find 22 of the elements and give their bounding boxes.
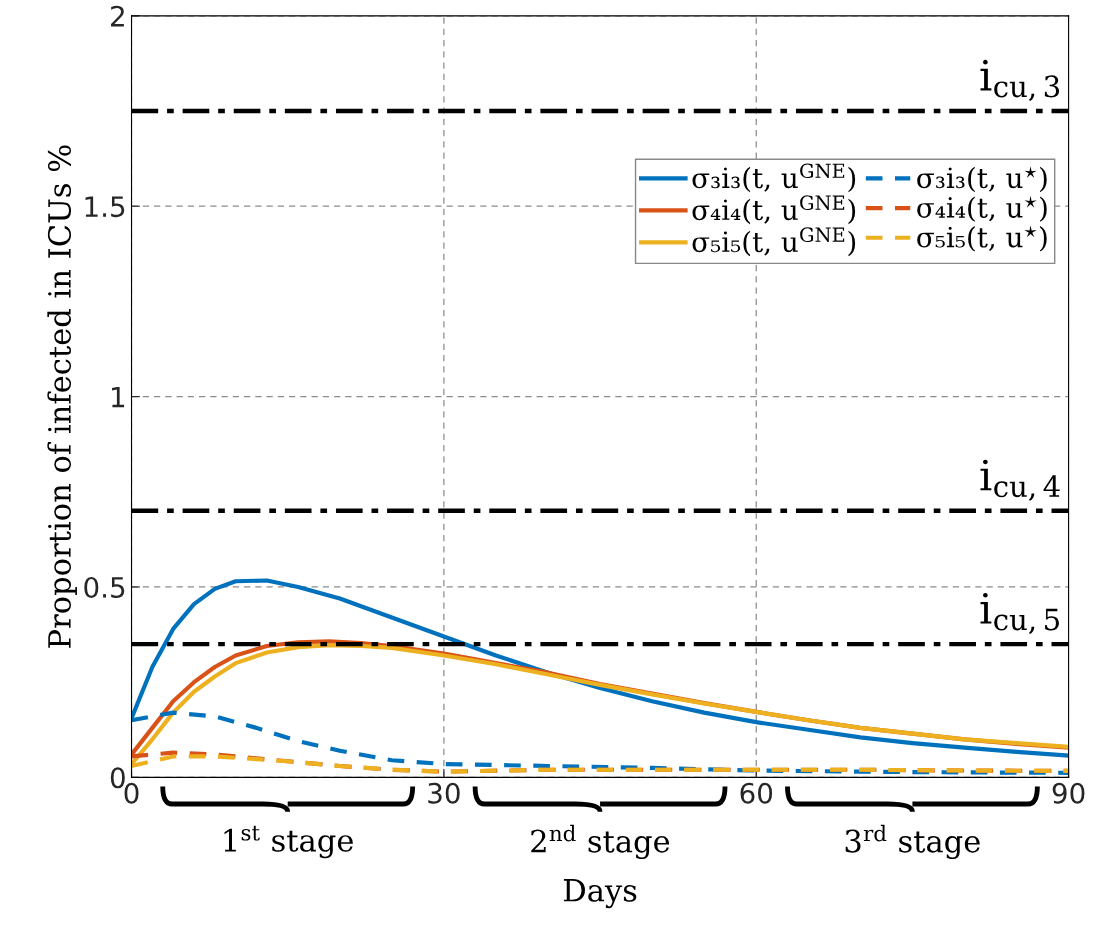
ref-line-label: i$_{cu,5}$ bbox=[980, 592, 1059, 635]
y-tick-label: 1 bbox=[112, 386, 125, 408]
y-tick-label: 0 bbox=[110, 767, 125, 789]
ref-line-label: i$_{cu,3}$ bbox=[980, 59, 1060, 101]
legend-label: σ₄i₄(t, u$^{GNE}$) bbox=[692, 195, 856, 225]
y-tick-label: 2 bbox=[111, 5, 124, 27]
x-tick-label: 90 bbox=[1052, 782, 1085, 804]
text: 1$^{st}$ stage bbox=[224, 825, 353, 859]
x-tick-label: 30 bbox=[428, 782, 460, 804]
y-axis-title: Proportion of infected in ICUs % bbox=[47, 145, 77, 648]
legend-label: σ₃i₃(t, u$^{⋆}$) bbox=[917, 166, 1047, 193]
text: 2$^{nd}$ stage bbox=[531, 824, 670, 859]
legend-label: σ₅i₅(t, u$^{⋆}$) bbox=[917, 225, 1047, 252]
ref-line-label: i$_{cu,4}$ bbox=[980, 459, 1060, 501]
legend-label: σ₅i₅(t, u$^{GNE}$) bbox=[692, 227, 856, 257]
x-axis-title: Days bbox=[563, 879, 637, 909]
legend-label: σ₃i₃(t, u$^{GNE}$) bbox=[692, 163, 856, 193]
x-tick-label: 60 bbox=[740, 782, 773, 804]
y-tick-label: 0.5 bbox=[84, 576, 125, 598]
text: 3$^{rd}$ stage bbox=[845, 824, 980, 859]
y-tick-label: 1.5 bbox=[85, 196, 125, 218]
legend-label: σ₄i₄(t, u$^{⋆}$) bbox=[917, 195, 1047, 222]
